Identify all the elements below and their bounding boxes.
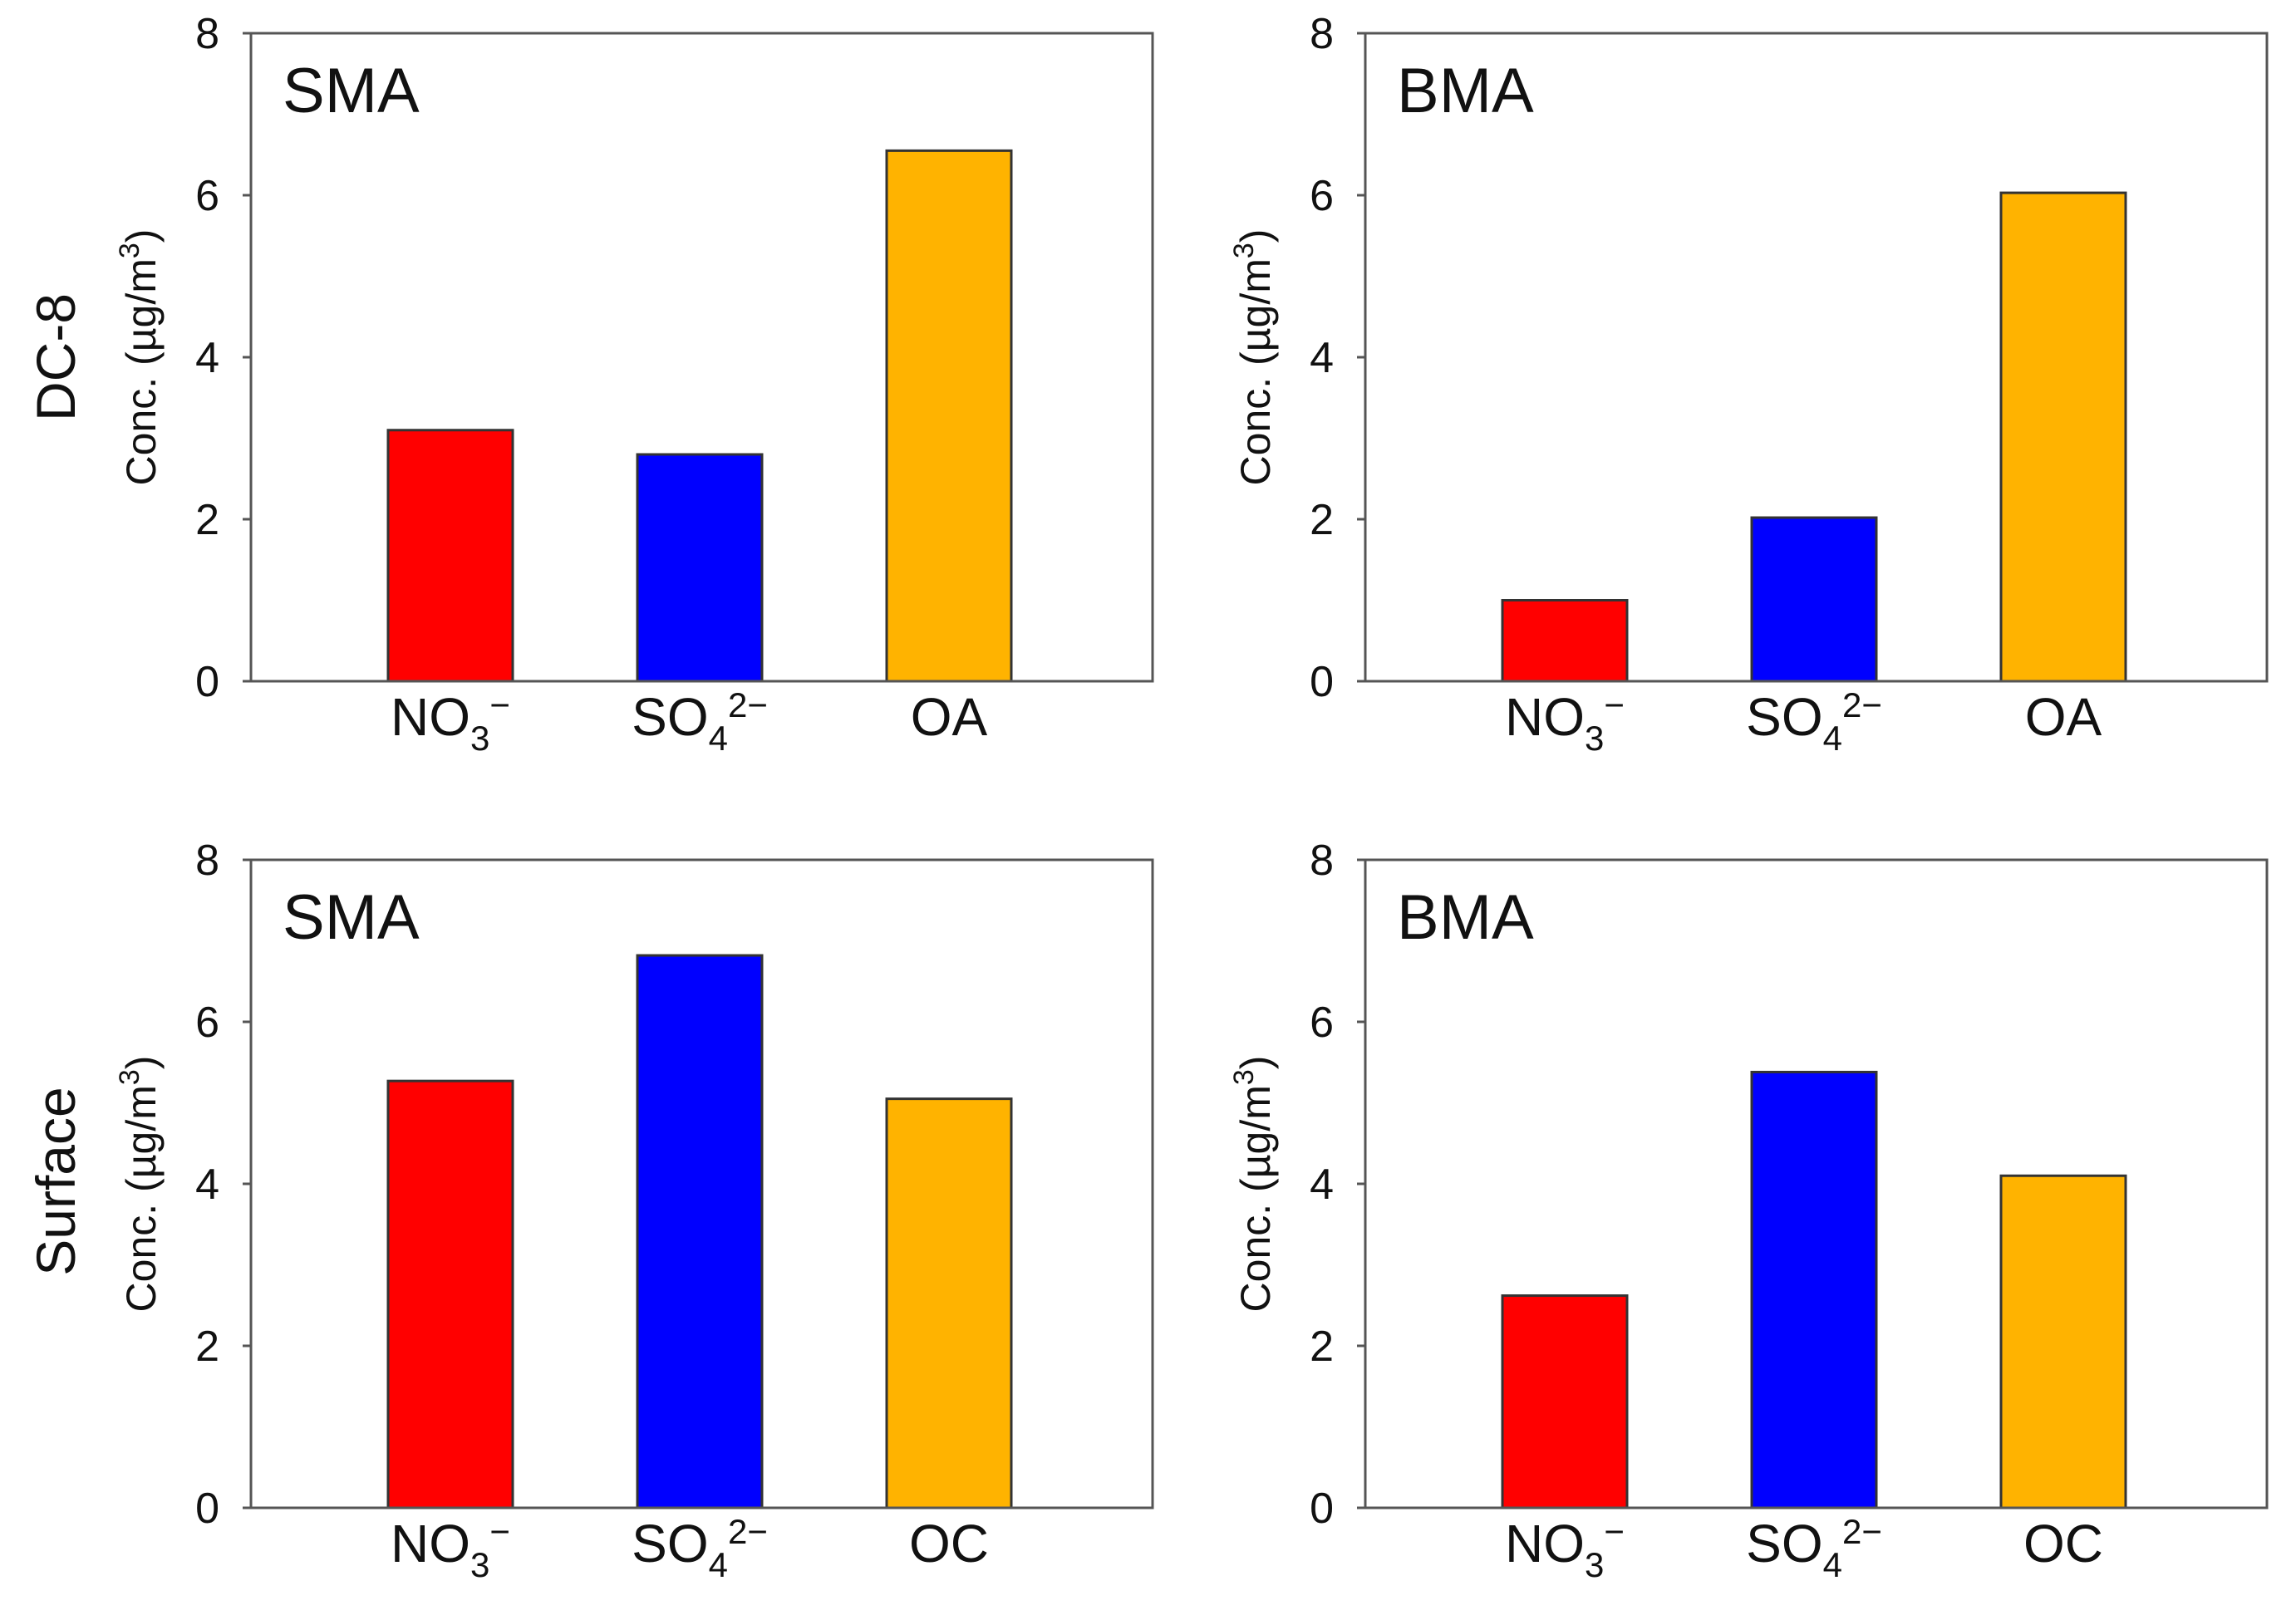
y-tick-label-3-4: 8 bbox=[1310, 837, 1334, 885]
row-label-dc8: DC-8 bbox=[25, 293, 86, 421]
bar-2-2 bbox=[885, 1097, 1013, 1509]
y-tick-label-2-2: 4 bbox=[195, 1161, 219, 1209]
category-label-2-1: SO42− bbox=[632, 1512, 768, 1584]
y-tick-label-1-2: 4 bbox=[1310, 334, 1334, 382]
y-tick-label-2-0: 0 bbox=[195, 1485, 219, 1533]
bar-1-2 bbox=[1999, 191, 2127, 683]
y-tick-label-2-4: 8 bbox=[195, 837, 219, 885]
y-tick-label-0-2: 4 bbox=[195, 334, 219, 382]
row-label-surface: Surface bbox=[25, 1087, 86, 1275]
bar-0-0 bbox=[386, 429, 514, 683]
bar-3-2 bbox=[1999, 1174, 2127, 1509]
bar-3-0 bbox=[1501, 1294, 1629, 1509]
chart-panel-2: 0 2 4 6 8 SMA Conc. (µg/m3) NO3− SO42− OC bbox=[114, 837, 1154, 1584]
category-label-0-2: OA bbox=[911, 687, 988, 747]
bar-0-1 bbox=[636, 453, 764, 683]
y-axis-label-2: Conc. (µg/m3) bbox=[114, 1056, 165, 1313]
y-tick-label-0-3: 6 bbox=[195, 172, 219, 220]
category-label-3-1: SO42− bbox=[1746, 1512, 1882, 1584]
panel-title-1: BMA bbox=[1397, 56, 1534, 126]
chart-panel-1: 0 2 4 6 8 BMA Conc. (µg/m3) NO3− SO42− OA bbox=[1228, 10, 2269, 758]
y-tick-label-0-0: 0 bbox=[195, 658, 219, 706]
y-tick-label-2-1: 2 bbox=[195, 1323, 219, 1371]
y-tick-label-3-0: 0 bbox=[1310, 1485, 1334, 1533]
y-tick-label-1-4: 8 bbox=[1310, 10, 1334, 58]
chart-panel-3: 0 2 4 6 8 BMA Conc. (µg/m3) NO3− SO42− OC bbox=[1228, 837, 2269, 1584]
category-label-3-2: OC bbox=[2023, 1514, 2103, 1573]
y-tick-label-1-1: 2 bbox=[1310, 496, 1334, 544]
bar-0-2 bbox=[885, 149, 1013, 683]
panel-title-3: BMA bbox=[1397, 882, 1534, 953]
y-tick-label-3-3: 6 bbox=[1310, 999, 1334, 1047]
category-label-0-1: SO42− bbox=[632, 685, 768, 758]
chart-panel-0: 0 2 4 6 8 SMA Conc. (µg/m3) NO3− SO42− OA bbox=[114, 10, 1154, 758]
y-axis-label-1: Conc. (µg/m3) bbox=[1228, 229, 1279, 486]
bar-3-1 bbox=[1750, 1070, 1878, 1509]
category-label-1-1: SO42− bbox=[1746, 685, 1882, 758]
y-tick-label-3-2: 4 bbox=[1310, 1161, 1334, 1209]
category-label-2-0: NO3− bbox=[391, 1512, 510, 1584]
category-label-3-0: NO3− bbox=[1505, 1512, 1625, 1584]
category-label-1-0: NO3− bbox=[1505, 685, 1625, 758]
y-tick-label-1-3: 6 bbox=[1310, 172, 1334, 220]
panel-title-0: SMA bbox=[283, 56, 420, 126]
y-tick-label-3-1: 2 bbox=[1310, 1323, 1334, 1371]
category-label-1-2: OA bbox=[2025, 687, 2102, 747]
bar-1-0 bbox=[1501, 599, 1629, 683]
category-label-2-2: OC bbox=[909, 1514, 989, 1573]
panel-title-2: SMA bbox=[283, 882, 420, 953]
bar-2-1 bbox=[636, 954, 764, 1509]
y-axis-label-3: Conc. (µg/m3) bbox=[1228, 1056, 1279, 1313]
category-label-0-0: NO3− bbox=[391, 685, 510, 758]
bar-1-1 bbox=[1750, 516, 1878, 683]
y-axis-label-0: Conc. (µg/m3) bbox=[114, 229, 165, 486]
y-tick-label-1-0: 0 bbox=[1310, 658, 1334, 706]
bar-2-0 bbox=[386, 1079, 514, 1509]
y-tick-label-2-3: 6 bbox=[195, 999, 219, 1047]
y-tick-label-0-4: 8 bbox=[195, 10, 219, 58]
y-tick-label-0-1: 2 bbox=[195, 496, 219, 544]
